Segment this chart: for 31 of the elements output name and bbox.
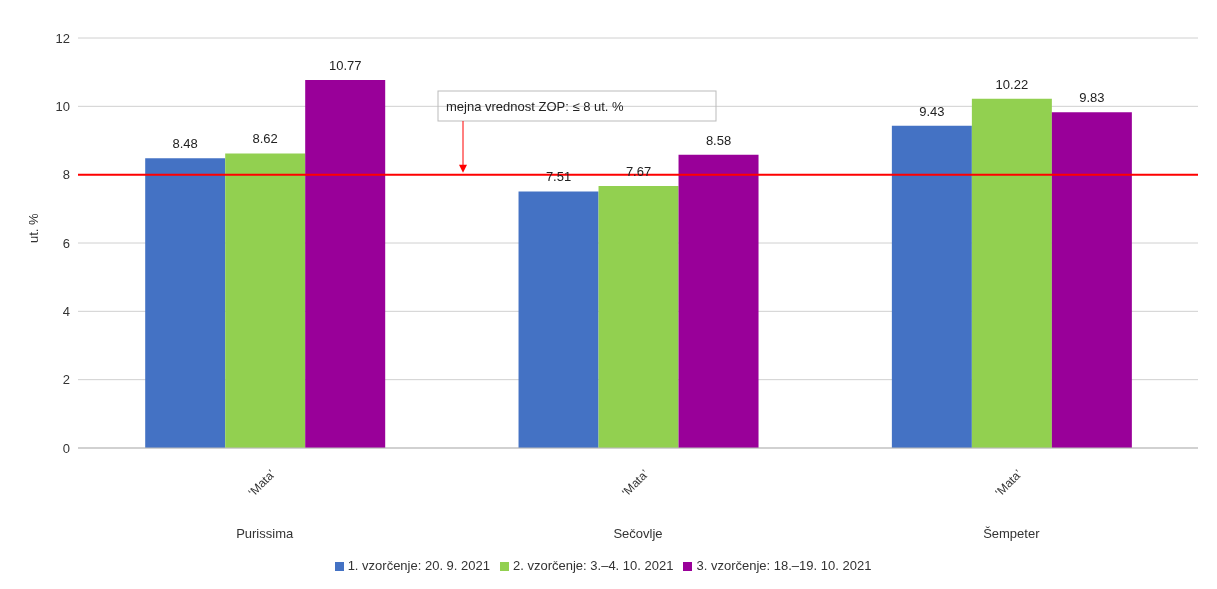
- data-label: 9.83: [1079, 90, 1105, 106]
- data-label: 8.58: [705, 132, 732, 148]
- bar: [145, 158, 226, 448]
- text: Šempeter: [983, 526, 1041, 541]
- data-label: 10.77: [328, 58, 362, 74]
- bar: [971, 98, 1052, 448]
- bar: [1051, 112, 1132, 448]
- y-tick-label: 10: [55, 98, 70, 114]
- legend-label: 1. vzorčenje: 20. 9. 2021: [347, 558, 490, 573]
- bar: [518, 191, 599, 448]
- y-axis-title: ut. %: [25, 212, 41, 243]
- y-tick-label: 2: [62, 372, 70, 388]
- bar: [891, 125, 972, 448]
- bar: [598, 185, 679, 448]
- ref-line-label: mejna vrednost ZOP: ≤ 8 ut. %: [446, 99, 625, 114]
- data-label: 8.62: [252, 131, 278, 147]
- y-tick-label: 0: [62, 440, 70, 456]
- data-label: 9.43: [919, 103, 945, 119]
- text: Sečovlje: [613, 526, 663, 541]
- text: Purissima: [236, 526, 294, 541]
- legend-label: 3. vzorčenje: 18.–19. 10. 2021: [696, 558, 872, 573]
- y-tick-label: 6: [62, 235, 70, 251]
- y-tick-label: 12: [55, 30, 70, 46]
- bar: [225, 153, 306, 448]
- bar: [305, 80, 386, 448]
- bar: [678, 154, 759, 448]
- legend-label: 2. vzorčenje: 3.–4. 10. 2021: [513, 558, 674, 573]
- data-label: 8.48: [172, 136, 198, 152]
- y-tick-label: 8: [62, 167, 70, 183]
- data-label: 10.22: [995, 76, 1029, 92]
- y-tick-label: 4: [62, 303, 70, 319]
